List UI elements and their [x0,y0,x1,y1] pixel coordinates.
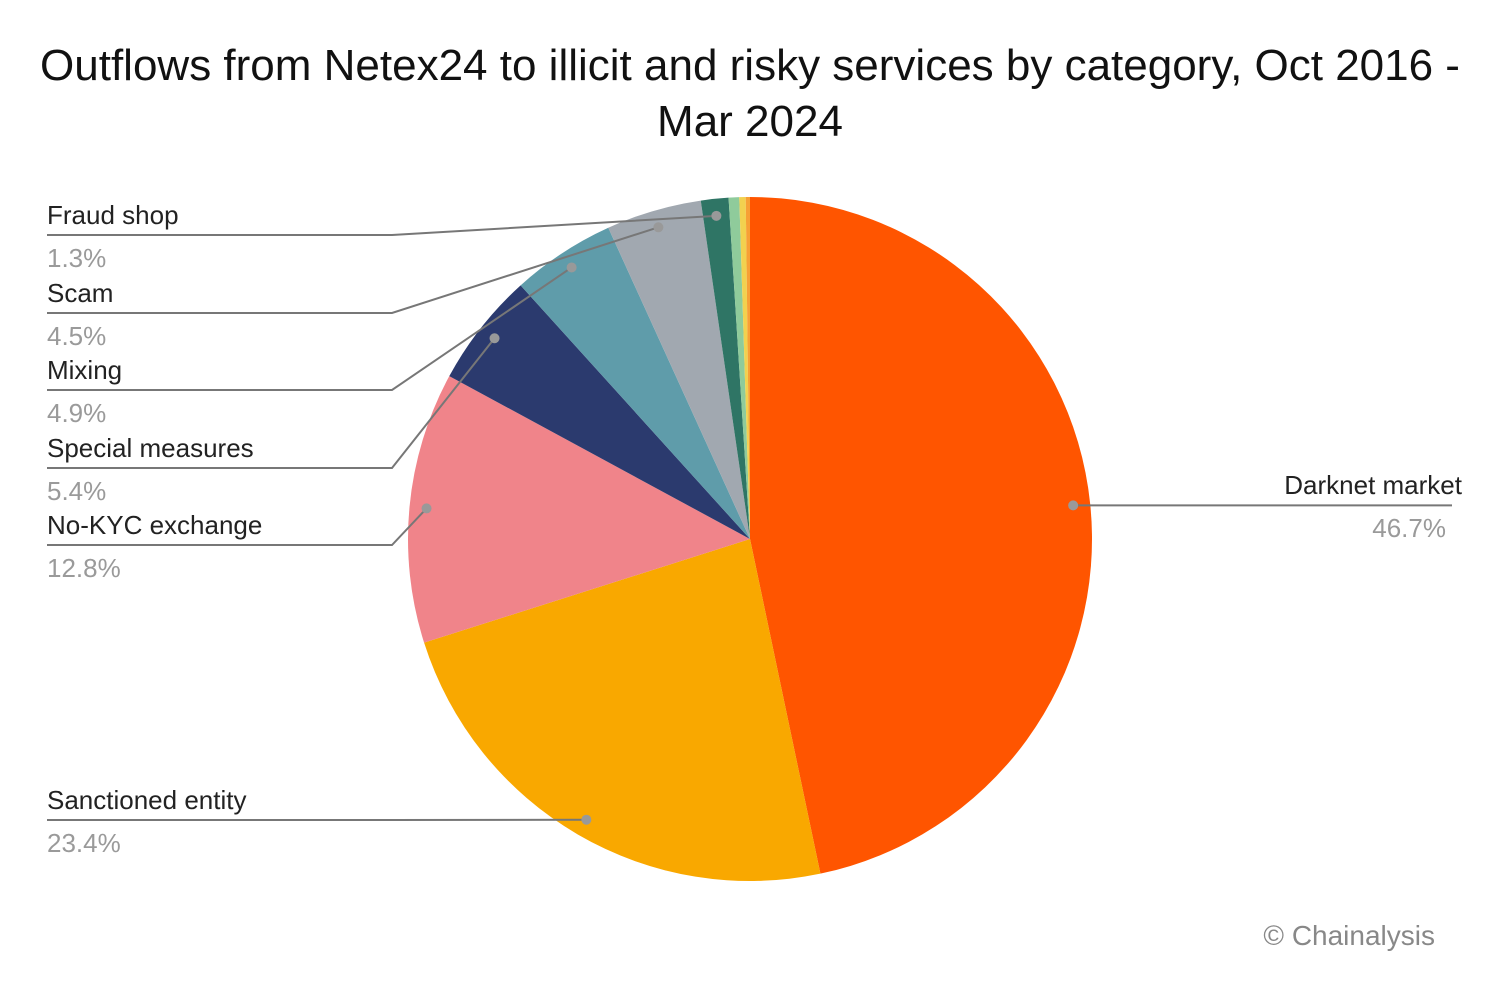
leader-dot [421,503,432,514]
pie-slice [424,539,821,881]
leader-dot [489,333,500,344]
slice-value-label: 5.4% [47,476,106,506]
slice-value-label: 46.7% [1372,513,1446,543]
pie-slice [700,197,750,539]
pie-slice [449,285,750,539]
pie-slice [739,197,750,539]
slice-label: No-KYC exchange [47,510,262,540]
slice-value-label: 12.8% [47,553,121,583]
pie-slice [608,200,750,539]
leader-dot [581,814,592,825]
leader-dot [711,210,722,221]
slice-label: Special measures [47,433,254,463]
slice-label: Scam [47,278,113,308]
pie-slice [520,227,750,539]
slice-value-label: 4.9% [47,398,106,428]
pie-slice [750,197,1092,874]
leader-line [47,507,428,546]
leader-line [47,214,717,236]
slice-value-label: 4.5% [47,321,106,351]
pie-slice [745,197,750,539]
pie-slice [408,376,750,643]
slice-label: Fraud shop [47,200,179,230]
leader-line [47,226,659,314]
leader-line [47,337,496,469]
chart-title: Outflows from Netex24 to illicit and ris… [40,41,1460,146]
slice-value-label: 1.3% [47,243,106,273]
slice-label: Mixing [47,355,122,385]
slice-label: Darknet market [1284,470,1462,500]
slice-value-label: 23.4% [47,828,121,858]
leader-line [47,266,573,391]
pie-slice [728,197,750,539]
leader-dot [653,222,664,233]
source-note: © Chainalysis [1263,920,1435,951]
slice-label: Sanctioned entity [47,785,246,815]
leader-dot [1068,500,1079,511]
leader-dot [566,262,577,273]
